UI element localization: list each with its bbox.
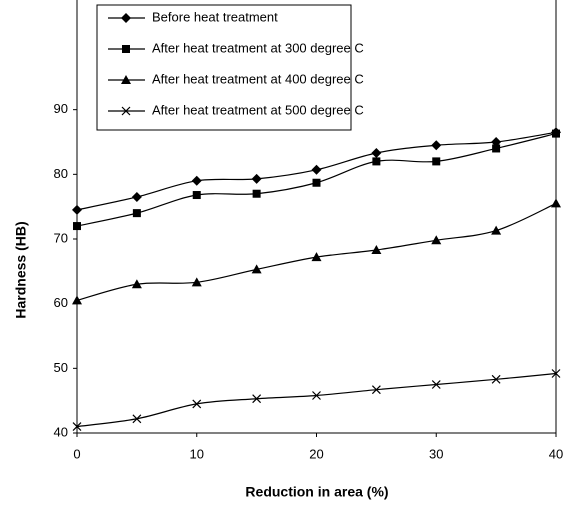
y-tick-label: 90 (54, 101, 68, 116)
x-tick-label: 0 (73, 446, 80, 461)
marker (132, 209, 141, 218)
marker (371, 244, 382, 254)
marker (372, 157, 381, 166)
marker (192, 191, 201, 200)
marker (191, 277, 202, 287)
marker (491, 374, 501, 384)
series-line (76, 372, 557, 428)
x-tick-label: 30 (429, 446, 443, 461)
legend-label: After heat treatment at 300 degree C (152, 40, 364, 55)
y-tick-label: 40 (54, 424, 68, 439)
marker (252, 394, 262, 404)
marker (312, 178, 321, 187)
marker (431, 380, 441, 389)
marker (311, 252, 322, 262)
legend-marker (121, 106, 131, 116)
series-line (76, 202, 557, 302)
marker (72, 295, 82, 305)
marker (192, 399, 202, 409)
marker (551, 369, 561, 378)
marker (73, 222, 81, 231)
marker (312, 391, 321, 400)
marker (491, 225, 502, 235)
legend-label: After heat treatment at 500 degree C (152, 102, 364, 117)
marker (131, 191, 142, 202)
y-axis-label: Hardness (HB) (13, 221, 29, 318)
marker (432, 157, 441, 166)
legend-box (96, 4, 352, 131)
marker (72, 204, 82, 215)
legend-marker (121, 13, 131, 23)
marker (132, 414, 142, 424)
marker (371, 385, 381, 395)
marker (252, 189, 261, 198)
legend-marker (122, 45, 130, 53)
marker (131, 279, 142, 289)
marker (311, 164, 322, 175)
marker (431, 140, 442, 151)
y-tick-label: 70 (54, 230, 68, 245)
marker (72, 422, 82, 431)
y-tick-label: 80 (54, 166, 68, 181)
marker (371, 147, 382, 158)
legend-label: After heat treatment at 400 degree C (152, 71, 364, 86)
legend-label: Before heat treatment (152, 9, 278, 24)
legend-marker (121, 75, 131, 84)
x-tick-label: 20 (309, 446, 323, 461)
marker (251, 264, 262, 274)
marker (251, 173, 262, 184)
x-tick-label: 10 (190, 446, 204, 461)
marker (492, 144, 501, 153)
marker (551, 198, 561, 208)
marker (191, 175, 202, 186)
x-axis-label: Reduction in area (%) (245, 484, 388, 500)
marker (552, 129, 560, 138)
y-tick-label: 50 (54, 360, 68, 375)
y-tick-label: 60 (54, 295, 68, 310)
marker (431, 235, 442, 245)
x-tick-label: 40 (549, 446, 563, 461)
